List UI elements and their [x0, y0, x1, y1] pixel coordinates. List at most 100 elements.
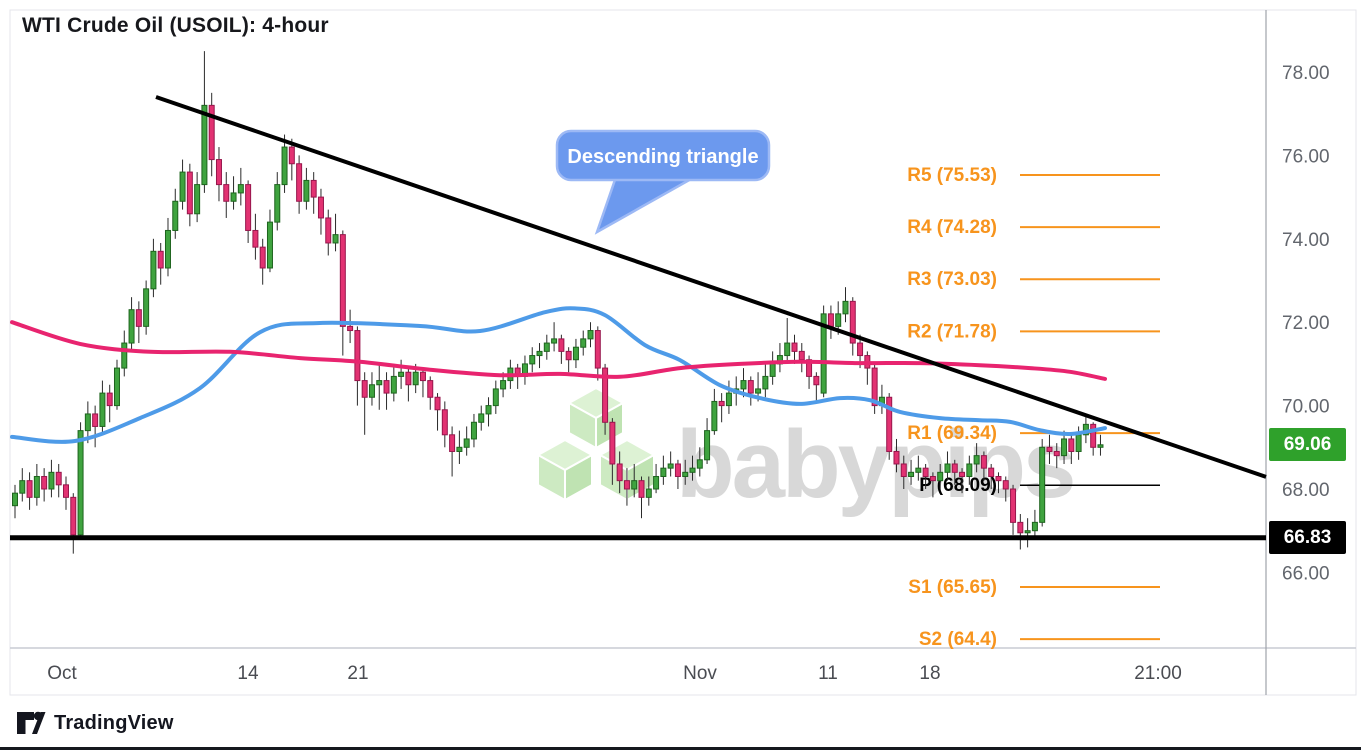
candle-down [1090, 423, 1097, 448]
candle-up [587, 330, 594, 340]
candle-up [237, 184, 244, 194]
candle-up [536, 350, 543, 357]
candle-down [383, 380, 390, 394]
tradingview-logo-icon [17, 711, 46, 734]
candle-up [631, 480, 638, 490]
last-price-badge: 69.06 [1269, 428, 1346, 462]
candle-down [449, 434, 456, 452]
candle-up [84, 413, 91, 432]
candle-up [572, 346, 579, 361]
candle-up [937, 471, 944, 482]
candle-down [558, 338, 565, 352]
candle-down [92, 413, 99, 427]
candle-down [361, 380, 368, 398]
candle-up [478, 413, 485, 423]
candle-up [368, 384, 375, 398]
candle-down [245, 184, 252, 231]
price-axis-labels[interactable]: 78.00 76.00 74.00 72.00 70.00 68.00 66.00 [1282, 63, 1330, 584]
candle-up [201, 104, 208, 186]
tradingview-brand-text: TradingView [54, 711, 174, 734]
candle-up [19, 480, 26, 494]
candle-down [1002, 480, 1009, 490]
candle-down [106, 392, 113, 407]
time-axis-labels[interactable]: Oct 14 21 Nov 11 18 21:00 [47, 663, 1182, 684]
candle-down [70, 496, 77, 536]
candle-up [99, 392, 106, 427]
candle-down [1053, 450, 1060, 457]
candle-down [296, 163, 303, 202]
time-tick-label: 11 [818, 663, 838, 684]
time-tick-label: 18 [919, 663, 940, 684]
candle-up [725, 392, 732, 407]
candle-down [806, 359, 813, 377]
callout-bubble [555, 129, 771, 182]
candle-down [215, 159, 222, 186]
candle-up [529, 355, 536, 365]
time-tick-label: 14 [237, 663, 259, 684]
candle-up [303, 179, 310, 202]
candle-up [48, 471, 55, 490]
candle-down [827, 313, 834, 327]
pivot-label: R2 (71.78) [907, 321, 997, 342]
candle-down [609, 421, 616, 465]
candle-up [660, 467, 667, 477]
pivot-label: R4 (74.28) [907, 217, 997, 238]
candle-up [1024, 530, 1031, 534]
ma-fast-blue[interactable] [10, 306, 1107, 444]
candle-up [77, 430, 84, 536]
candle-up [820, 313, 827, 394]
ma-slow-pink[interactable] [10, 320, 1107, 381]
candle-down [980, 455, 987, 469]
candle-down [26, 480, 33, 498]
candle-down [441, 409, 448, 436]
tradingview-attribution[interactable]: TradingView [16, 710, 174, 736]
candle-down [434, 396, 441, 411]
candle-down [223, 184, 230, 202]
candle-down [893, 450, 900, 465]
candle-down [325, 217, 332, 244]
candle-up [33, 475, 40, 498]
candle-down [791, 342, 798, 352]
candle-up [667, 463, 674, 469]
candle-down [1017, 521, 1024, 534]
candle-up [172, 200, 179, 231]
candle-down [405, 371, 412, 386]
candle-up [769, 363, 776, 377]
pivot-label: R5 (75.53) [907, 165, 997, 186]
candle-down [565, 350, 572, 361]
candle-up [1031, 521, 1038, 532]
candle-down [135, 309, 142, 327]
descending-trendline[interactable] [155, 95, 1267, 479]
price-tick-label: 66.00 [1282, 563, 1330, 584]
candle-down [886, 396, 893, 452]
chart-frame [9, 9, 1357, 696]
candle-up [1039, 446, 1046, 523]
candle-down [900, 463, 907, 477]
candle-up [485, 405, 492, 415]
candle-down [427, 380, 434, 398]
candle-up [492, 388, 499, 407]
candle-up [645, 488, 652, 498]
candle-down [208, 104, 215, 161]
candle-up [179, 171, 186, 202]
candle-down [310, 179, 317, 198]
candle-up [274, 184, 281, 223]
price-tick-label: 76.00 [1282, 146, 1330, 167]
time-tick-label: 21 [347, 663, 368, 684]
price-tick-label: 72.00 [1282, 313, 1330, 334]
babypips-watermark: babypips [535, 386, 1076, 518]
candle-up [266, 221, 273, 269]
time-tick-label: Nov [683, 663, 717, 684]
moving-averages [10, 306, 1107, 444]
candle-up [456, 446, 463, 452]
price-tick-label: 78.00 [1282, 63, 1330, 84]
candle-down [339, 234, 346, 327]
candle-up [704, 430, 711, 461]
candle-down [995, 475, 1002, 482]
descending-triangle-callout[interactable]: Descending triangle [555, 129, 771, 235]
candle-down [41, 475, 48, 490]
candle-down [1068, 438, 1075, 452]
candle-down [674, 463, 681, 477]
candle-up [973, 455, 980, 465]
